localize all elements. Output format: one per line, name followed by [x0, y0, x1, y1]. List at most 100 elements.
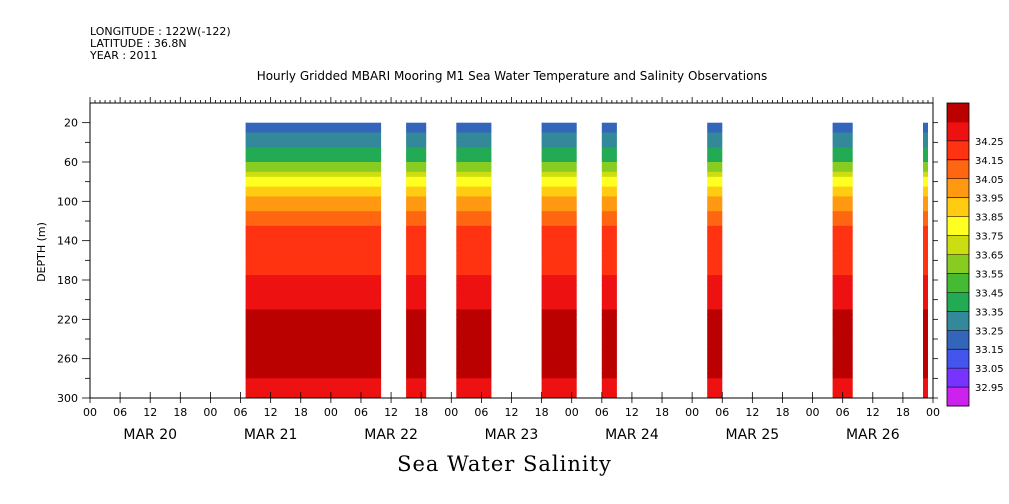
salinity-cell	[456, 284, 492, 291]
salinity-cell	[601, 196, 617, 202]
x-day-label: MAR 21	[244, 427, 298, 443]
salinity-cell	[707, 137, 723, 143]
salinity-cell	[456, 368, 492, 374]
salinity-cell	[541, 270, 577, 276]
salinity-cell	[406, 309, 427, 315]
salinity-cell	[601, 240, 617, 247]
colorbar-label: 34.15	[975, 156, 1004, 167]
salinity-cell	[406, 284, 427, 291]
salinity-cell	[923, 255, 928, 261]
salinity-cell	[923, 221, 928, 227]
y-tick-label: 100	[57, 195, 78, 208]
salinity-cell	[601, 147, 617, 153]
salinity-cell	[541, 191, 577, 197]
bottom-title: Sea Water Salinity	[397, 452, 612, 476]
x-day-label: MAR 22	[364, 427, 418, 443]
salinity-cell	[245, 235, 382, 242]
salinity-cell	[832, 260, 853, 266]
salinity-cell	[245, 265, 382, 271]
salinity-cell	[601, 122, 617, 129]
salinity-cell	[923, 265, 928, 271]
salinity-cell	[923, 368, 928, 374]
salinity-cell	[923, 201, 928, 207]
salinity-cell	[601, 378, 617, 384]
salinity-cell	[707, 309, 723, 315]
salinity-cell	[832, 221, 853, 227]
salinity-cell	[245, 339, 382, 345]
salinity-cell	[601, 339, 617, 345]
x-hour-tick-label: 06	[474, 406, 488, 419]
salinity-cell	[456, 166, 492, 173]
salinity-cell	[406, 250, 427, 256]
salinity-cell	[832, 147, 853, 153]
salinity-cell	[456, 132, 492, 138]
salinity-cell	[245, 250, 382, 256]
salinity-cell	[406, 378, 427, 384]
salinity-cell	[406, 166, 427, 173]
salinity-cell	[601, 245, 617, 251]
salinity-cell	[923, 142, 928, 148]
salinity-cell	[832, 255, 853, 261]
salinity-cell	[541, 196, 577, 202]
salinity-cell	[923, 334, 928, 340]
salinity-cell	[541, 181, 577, 188]
salinity-cell	[406, 162, 427, 168]
salinity-max-patch	[410, 343, 423, 371]
salinity-cell	[707, 334, 723, 340]
salinity-cell	[601, 186, 617, 192]
salinity-cell	[406, 324, 427, 330]
salinity-cell	[245, 329, 382, 335]
salinity-cell	[245, 196, 382, 202]
salinity-cell	[541, 383, 577, 389]
salinity-cell	[923, 393, 928, 399]
salinity-cell	[707, 196, 723, 202]
salinity-cell	[406, 122, 427, 129]
salinity-cell	[406, 289, 427, 296]
salinity-cell	[456, 235, 492, 242]
salinity-cell	[541, 319, 577, 325]
salinity-cell	[601, 250, 617, 256]
colorbar-label: 34.25	[975, 137, 1004, 148]
salinity-cell	[541, 225, 577, 232]
salinity-cell	[541, 388, 577, 394]
salinity-cell	[923, 324, 928, 330]
x-hour-tick-label: 00	[444, 406, 458, 419]
salinity-cell	[707, 245, 723, 251]
salinity-cell	[456, 206, 492, 212]
salinity-cell	[541, 339, 577, 345]
salinity-cell	[541, 127, 577, 133]
salinity-cell	[707, 388, 723, 394]
salinity-cell	[707, 240, 723, 247]
salinity-cell	[923, 176, 928, 183]
salinity-cell	[832, 240, 853, 247]
y-tick-label: 20	[64, 117, 78, 130]
colorbar-swatch	[947, 349, 969, 369]
salinity-cell	[456, 152, 492, 158]
salinity-cell	[456, 314, 492, 320]
salinity-cell	[456, 383, 492, 389]
salinity-cell	[541, 393, 577, 399]
salinity-cell	[245, 319, 382, 325]
salinity-cell	[923, 304, 928, 310]
colorbar-swatch	[947, 254, 969, 274]
salinity-cell	[601, 294, 617, 301]
salinity-cell	[406, 201, 427, 207]
y-tick-label: 180	[57, 274, 78, 287]
salinity-cell	[601, 127, 617, 133]
x-day-label: MAR 23	[485, 427, 539, 443]
salinity-cell	[541, 334, 577, 340]
salinity-cell	[245, 152, 382, 158]
salinity-cell	[707, 324, 723, 330]
plot-frame	[89, 102, 934, 399]
salinity-cell	[406, 211, 427, 217]
salinity-cell	[832, 152, 853, 158]
salinity-cell	[707, 157, 723, 163]
salinity-cell	[541, 142, 577, 148]
salinity-cell	[923, 373, 928, 379]
colorbar-swatch	[947, 140, 969, 161]
salinity-cell	[707, 127, 723, 133]
colorbar-label: 33.25	[975, 326, 1004, 337]
colorbar-swatch	[947, 197, 969, 218]
salinity-cell	[245, 275, 382, 281]
salinity-cell	[707, 255, 723, 261]
